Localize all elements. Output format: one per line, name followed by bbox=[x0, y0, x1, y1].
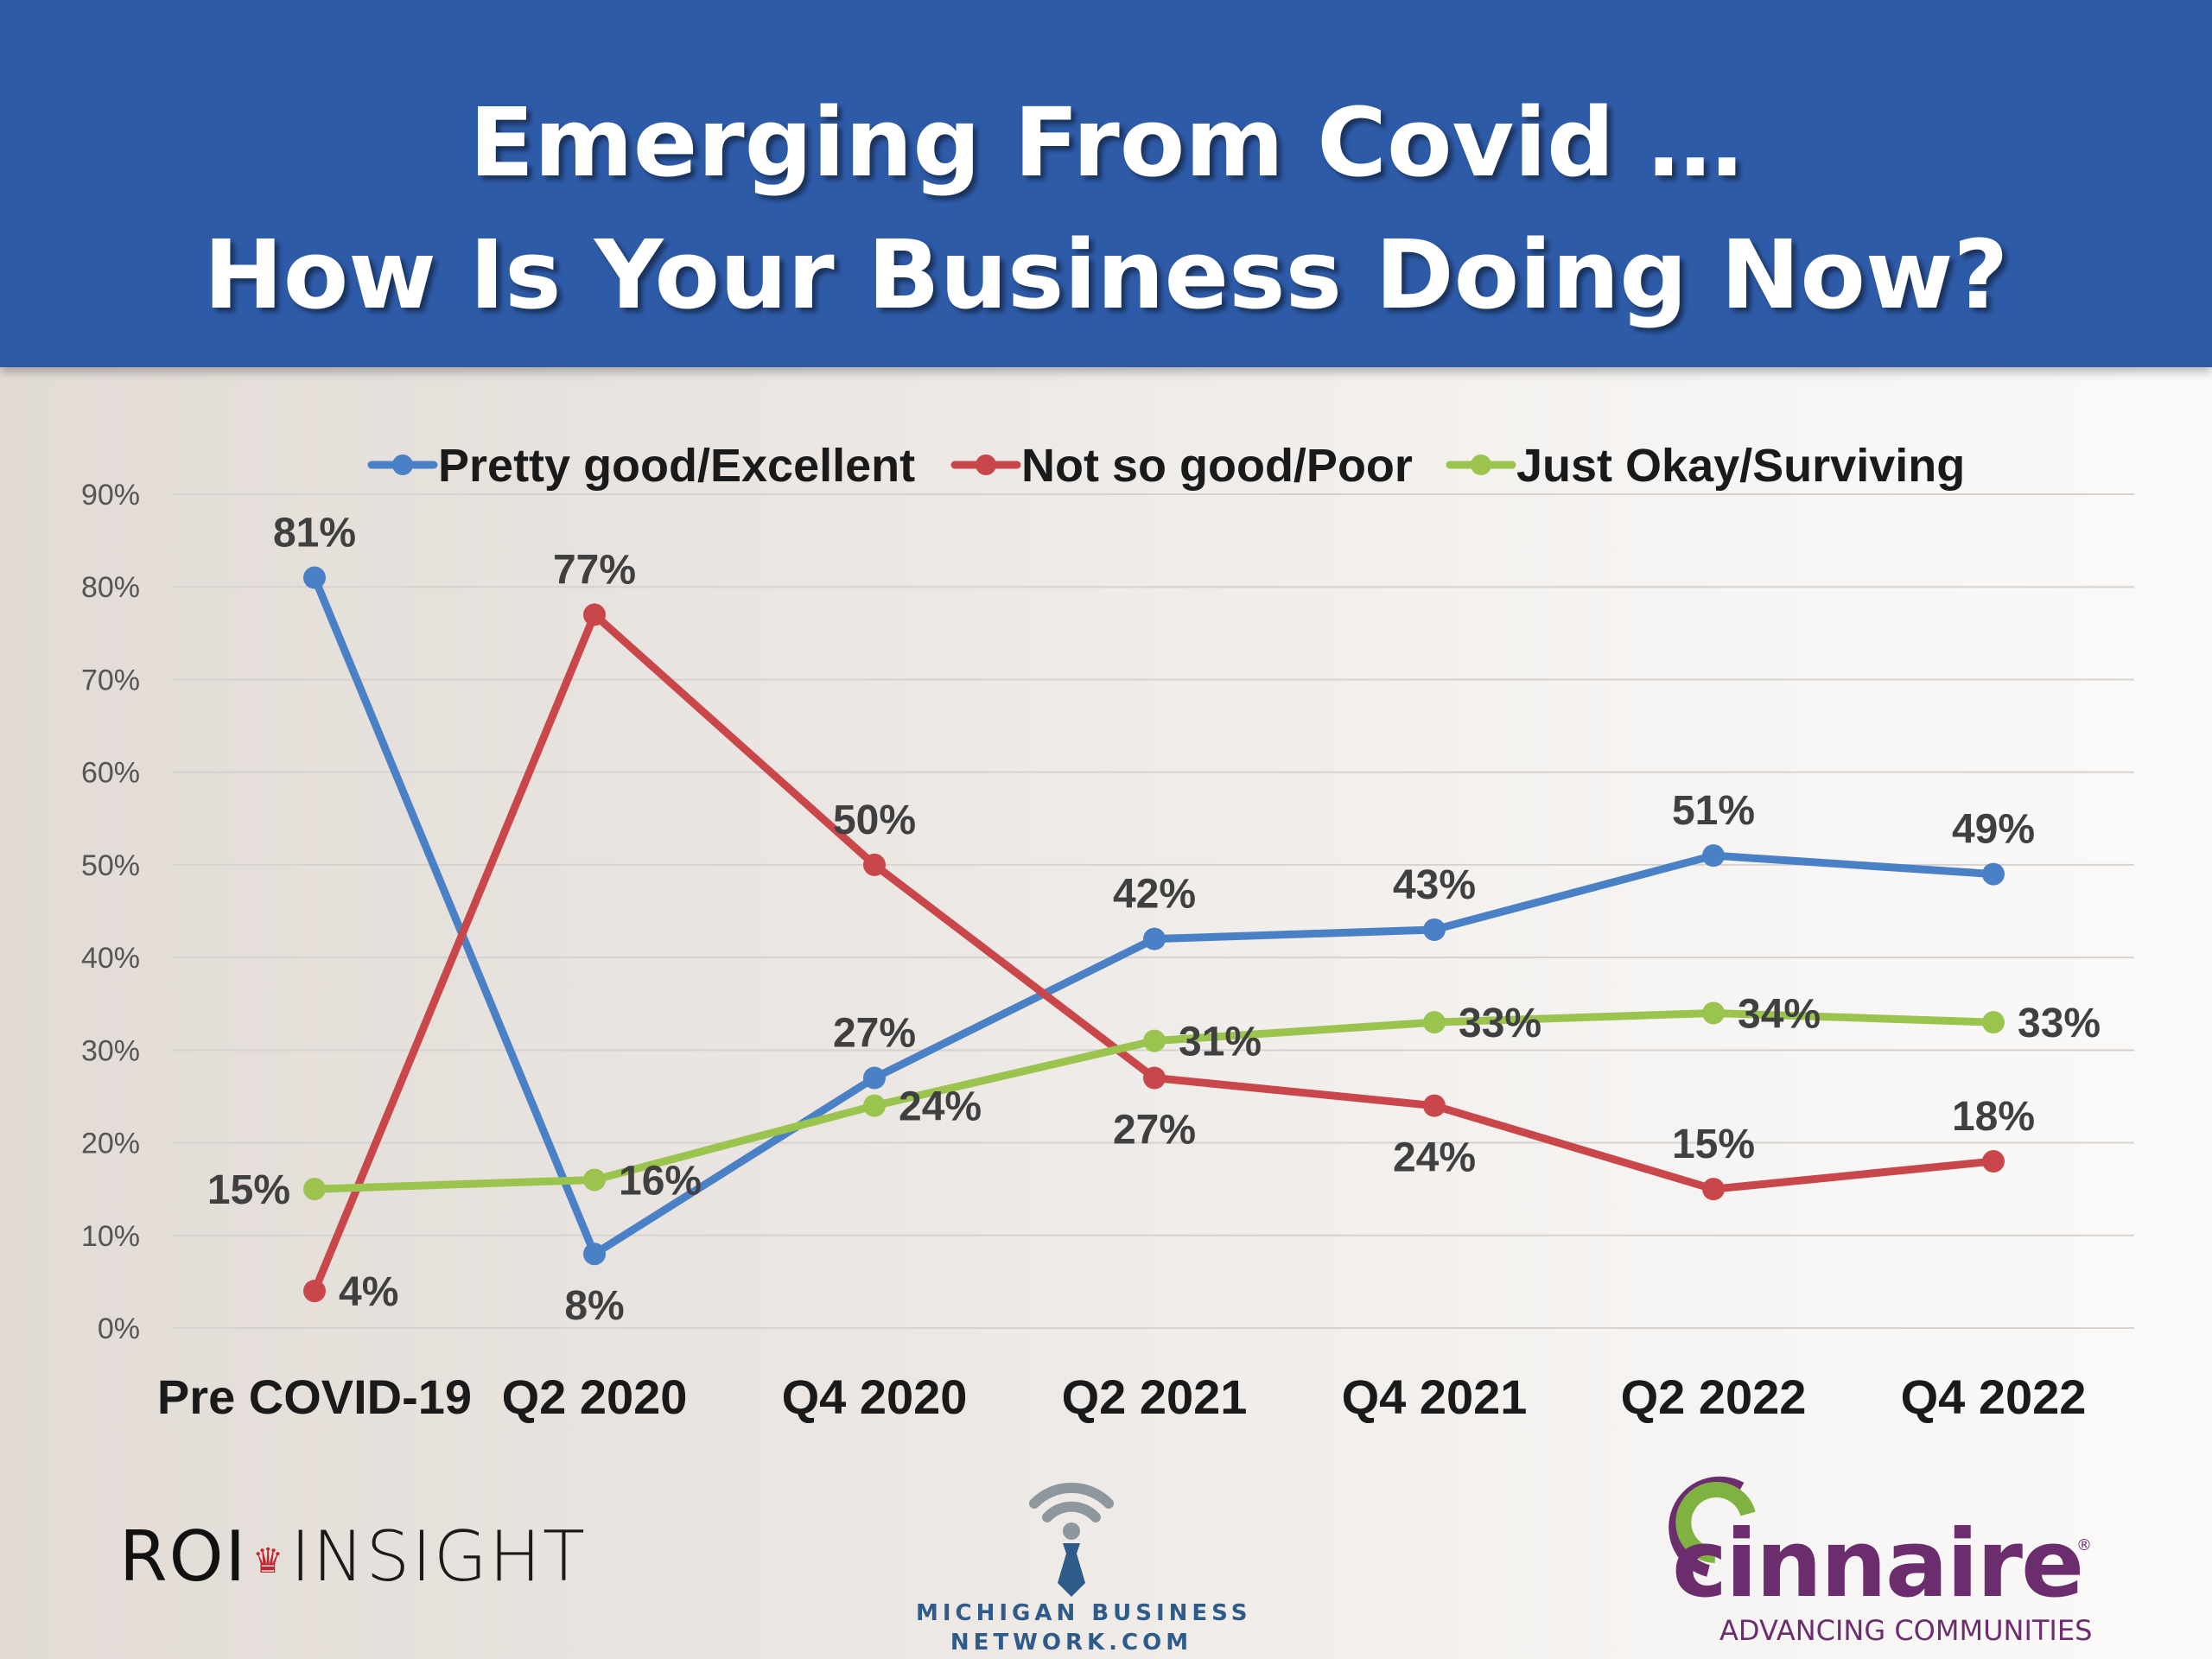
data-label: 4% bbox=[339, 1269, 398, 1315]
y-tick-label: 0% bbox=[98, 1313, 140, 1345]
x-tick-label: Q4 2022 bbox=[1901, 1370, 2087, 1424]
data-point bbox=[303, 566, 326, 589]
data-point bbox=[1423, 918, 1446, 941]
y-tick-label: 90% bbox=[81, 479, 140, 512]
data-label: 81% bbox=[273, 511, 356, 556]
data-point bbox=[863, 1094, 886, 1117]
y-tick-label: 60% bbox=[81, 757, 140, 790]
y-tick-label: 40% bbox=[81, 942, 140, 975]
y-tick-label: 50% bbox=[81, 849, 140, 882]
data-label: 24% bbox=[1393, 1135, 1476, 1181]
data-point bbox=[583, 1243, 606, 1266]
legend-marker-1 bbox=[976, 454, 996, 475]
data-point bbox=[863, 853, 886, 876]
data-point bbox=[1143, 1029, 1166, 1052]
data-label: 27% bbox=[833, 1011, 916, 1057]
data-point bbox=[1982, 1011, 2005, 1034]
wifi-tie-icon bbox=[1029, 1482, 1114, 1597]
legend-label-2: Just Okay/Surviving bbox=[1516, 440, 1965, 492]
data-label: 33% bbox=[2018, 1001, 2101, 1046]
y-tick-label: 70% bbox=[81, 664, 140, 696]
data-label: 15% bbox=[1672, 1122, 1755, 1167]
insight-logo-text: INSIGHT bbox=[290, 1516, 587, 1597]
michigan-business-network-logo: MICHIGAN BUSINESS NETWORK.COM bbox=[916, 1452, 1252, 1659]
data-point bbox=[1143, 927, 1166, 950]
legend-label-0: Pretty good/Excellent bbox=[438, 440, 915, 492]
data-label: 27% bbox=[1113, 1108, 1196, 1154]
data-label: 49% bbox=[1952, 807, 2035, 853]
data-point bbox=[1423, 1011, 1446, 1034]
legend-label-1: Not so good/Poor bbox=[1021, 440, 1413, 492]
crown-icon: ♛ bbox=[252, 1541, 286, 1582]
legend-marker-2 bbox=[1471, 454, 1491, 475]
data-point bbox=[1982, 1150, 2005, 1173]
registered-mark-icon: ® bbox=[2076, 1536, 2092, 1554]
mbn-name: MICHIGAN BUSINESS bbox=[916, 1600, 1252, 1626]
y-tick-label: 80% bbox=[81, 571, 140, 604]
roi-logo-text: ROI bbox=[119, 1516, 248, 1597]
data-label: 51% bbox=[1672, 788, 1755, 834]
data-label: 77% bbox=[553, 547, 636, 593]
data-point bbox=[303, 1178, 326, 1201]
x-tick-label: Q4 2021 bbox=[1342, 1370, 1528, 1424]
x-tick-label: Q2 2020 bbox=[502, 1370, 688, 1424]
data-label: 31% bbox=[1179, 1020, 1262, 1065]
x-tick-label: Q2 2021 bbox=[1062, 1370, 1248, 1424]
data-label: 15% bbox=[207, 1167, 290, 1213]
data-label: 16% bbox=[619, 1158, 702, 1204]
data-point bbox=[1702, 1178, 1725, 1201]
data-label: 50% bbox=[833, 798, 916, 843]
data-point bbox=[583, 1168, 606, 1192]
y-tick-label: 30% bbox=[81, 1034, 140, 1067]
data-point bbox=[303, 1280, 326, 1303]
data-label: 34% bbox=[1738, 991, 1821, 1037]
data-point bbox=[863, 1066, 886, 1090]
x-tick-label: Q4 2020 bbox=[782, 1370, 968, 1424]
y-tick-label: 10% bbox=[81, 1220, 140, 1253]
data-point bbox=[1423, 1094, 1446, 1117]
data-label: 33% bbox=[1459, 1001, 1541, 1046]
data-point bbox=[1982, 862, 2005, 886]
data-point bbox=[1702, 1001, 1725, 1025]
cinnaire-name: cinnaire bbox=[1672, 1510, 2084, 1618]
data-point bbox=[1702, 844, 1725, 868]
data-point bbox=[583, 603, 606, 626]
title-banner: Emerging From Covid … How Is Your Busine… bbox=[0, 0, 2212, 367]
roi-insight-logo: ROI ♛INSIGHT bbox=[119, 1518, 587, 1596]
data-label: 43% bbox=[1393, 862, 1476, 908]
x-tick-label: Q2 2022 bbox=[1621, 1370, 1807, 1424]
title-line-2: How Is Your Business Doing Now? bbox=[203, 219, 2009, 330]
data-label: 18% bbox=[1952, 1094, 2035, 1140]
data-label: 42% bbox=[1113, 872, 1196, 918]
cinnaire-swirl-icon bbox=[1669, 1476, 1756, 1577]
mbn-domain: NETWORK.COM bbox=[950, 1630, 1193, 1656]
y-tick-label: 20% bbox=[81, 1128, 140, 1160]
data-label: 8% bbox=[564, 1283, 624, 1329]
data-point bbox=[1143, 1066, 1166, 1090]
cinnaire-logo: cinnaire ® ADVANCING COMMUNITIES bbox=[1655, 1469, 2104, 1655]
x-tick-label: Pre COVID-19 bbox=[157, 1370, 472, 1424]
legend-marker-0 bbox=[392, 454, 413, 475]
cinnaire-tagline: ADVANCING COMMUNITIES bbox=[1719, 1614, 2093, 1647]
data-label: 24% bbox=[899, 1084, 982, 1130]
title-line-1: Emerging From Covid … bbox=[469, 87, 1743, 198]
